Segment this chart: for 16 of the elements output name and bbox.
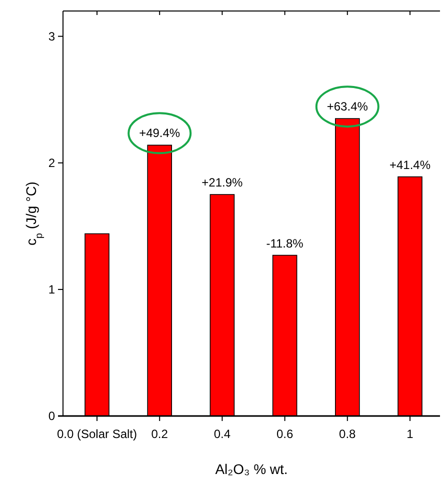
- annotation: +63.4%: [326, 100, 368, 114]
- x-tick-label: 0.0 (Solar Salt): [56, 427, 138, 441]
- x-tick-label: 0.2: [151, 427, 168, 441]
- x-tick-label: 1: [406, 427, 414, 441]
- y-tick-label: 3: [48, 30, 56, 44]
- annotation: +21.9%: [202, 176, 244, 190]
- y-tick-label: 1: [48, 282, 56, 297]
- y-tick-label: 2: [48, 156, 56, 170]
- x-tick-label: 0.4: [214, 427, 231, 441]
- x-tick-label: 0.6: [276, 427, 294, 441]
- annotation: -11.8%: [266, 236, 304, 250]
- annotation: +41.4%: [389, 158, 431, 172]
- x-axis-title: Al₂O₃ % wt.: [215, 461, 288, 477]
- annotation: +49.4%: [139, 126, 180, 140]
- y-tick-label: 0: [48, 409, 56, 424]
- x-tick-label: 0.8: [339, 427, 356, 441]
